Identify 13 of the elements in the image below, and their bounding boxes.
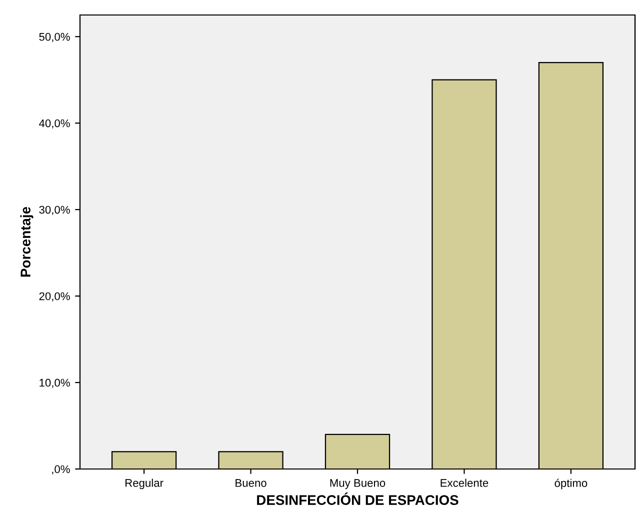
y-axis-title: Porcentaje <box>20 206 34 277</box>
x-tick-label: óptimo <box>554 478 588 490</box>
y-tick-label: 50,0% <box>39 32 70 42</box>
y-tick-label: 30,0% <box>39 206 70 216</box>
y-tick-label: 10,0% <box>40 378 70 388</box>
x-tick-label: Bueno <box>236 479 266 487</box>
x-tick-label: Excelente <box>440 478 488 487</box>
x-axis-title: DESINFECCIÓN DE ESPACIOS <box>257 492 458 505</box>
y-tick-label: 20,0% <box>39 292 70 302</box>
x-tick-label: Muy Bueno <box>330 479 386 490</box>
y-tick-label: ,0% <box>52 465 70 474</box>
y-tick-label: 40,0% <box>39 119 70 129</box>
x-tick-label: Regular <box>125 478 164 490</box>
